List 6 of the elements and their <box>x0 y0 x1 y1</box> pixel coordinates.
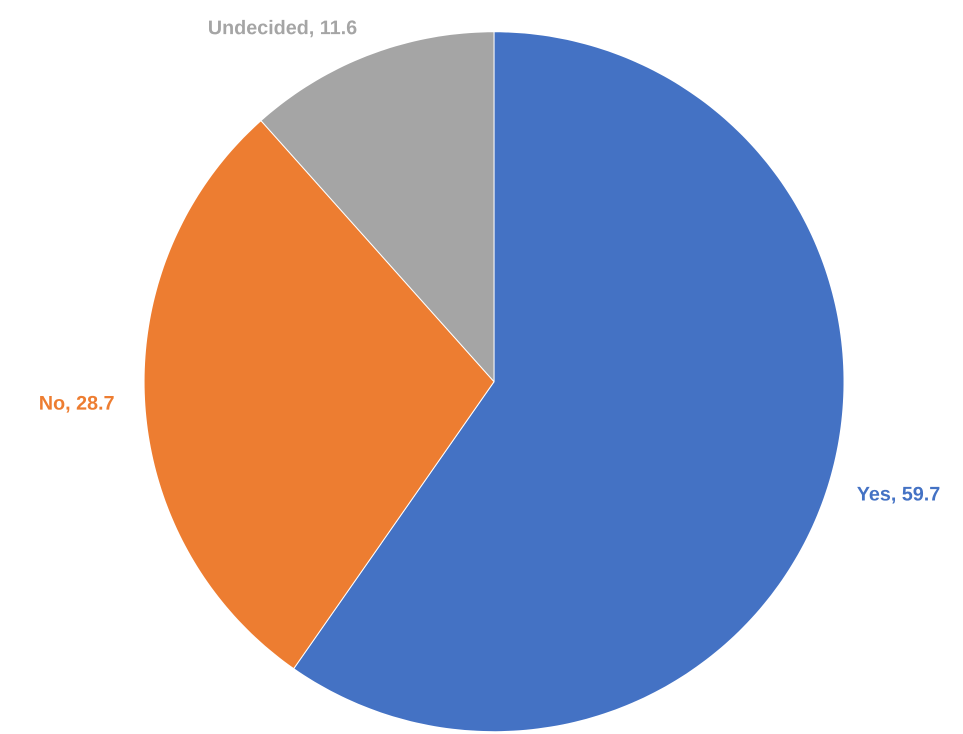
slice-label: No <box>40 396 64 410</box>
slice-label: Undecided <box>209 20 308 35</box>
data-label: , 28.7 <box>66 396 114 413</box>
data-label: , 59.7 <box>892 486 940 504</box>
slice-label: Yes <box>857 487 890 501</box>
data-label: , 11.6 <box>310 20 356 38</box>
